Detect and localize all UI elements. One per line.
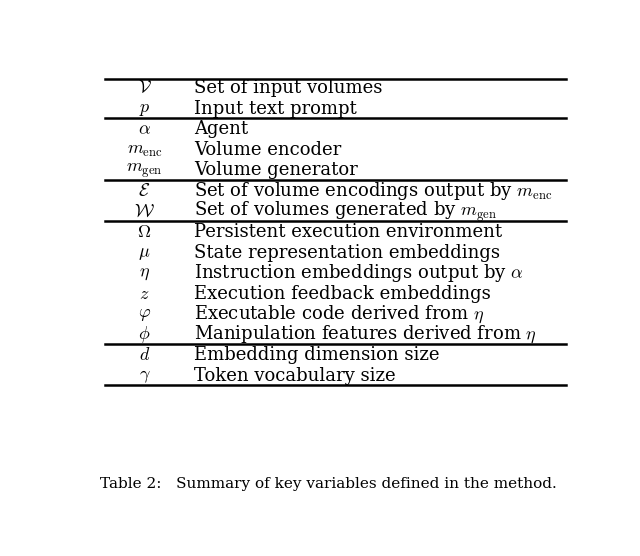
Text: $\mathcal{E}$: $\mathcal{E}$ <box>138 182 150 200</box>
Text: $\varphi$: $\varphi$ <box>138 305 151 323</box>
Text: Instruction embeddings output by $\alpha$: Instruction embeddings output by $\alpha… <box>194 262 524 284</box>
Text: Token vocabulary size: Token vocabulary size <box>194 367 396 385</box>
Text: Table 2:   Summary of key variables defined in the method.: Table 2: Summary of key variables define… <box>100 477 556 491</box>
Text: Executable code derived from $\eta$: Executable code derived from $\eta$ <box>194 304 484 325</box>
Text: Set of volume encodings output by $m_\mathrm{enc}$: Set of volume encodings output by $m_\ma… <box>194 180 552 202</box>
Text: $z$: $z$ <box>140 285 150 302</box>
Text: $\gamma$: $\gamma$ <box>139 367 150 385</box>
Text: Agent: Agent <box>194 120 248 138</box>
Text: $m_\mathrm{gen}$: $m_\mathrm{gen}$ <box>126 161 163 180</box>
Text: $p$: $p$ <box>139 100 150 118</box>
Text: $d$: $d$ <box>139 346 150 364</box>
Text: $\alpha$: $\alpha$ <box>138 120 151 138</box>
Text: Input text prompt: Input text prompt <box>194 100 357 118</box>
Text: Set of input volumes: Set of input volumes <box>194 79 383 97</box>
Text: Volume encoder: Volume encoder <box>194 141 341 159</box>
Text: State representation embeddings: State representation embeddings <box>194 244 500 261</box>
Text: $\eta$: $\eta$ <box>139 264 150 282</box>
Text: $\mathcal{V}$: $\mathcal{V}$ <box>138 79 152 97</box>
Text: $\Omega$: $\Omega$ <box>138 223 152 241</box>
Text: $m_\mathrm{enc}$: $m_\mathrm{enc}$ <box>127 141 163 159</box>
Text: Volume generator: Volume generator <box>194 161 358 180</box>
Text: $\mu$: $\mu$ <box>138 244 150 261</box>
Text: Execution feedback embeddings: Execution feedback embeddings <box>194 285 491 302</box>
Text: Embedding dimension size: Embedding dimension size <box>194 346 440 364</box>
Text: Manipulation features derived from $\eta$: Manipulation features derived from $\eta… <box>194 324 537 345</box>
Text: Set of volumes generated by $m_\mathrm{gen}$: Set of volumes generated by $m_\mathrm{g… <box>194 199 497 224</box>
Text: $\phi$: $\phi$ <box>138 324 150 345</box>
Text: $\mathcal{W}$: $\mathcal{W}$ <box>134 202 155 220</box>
Text: Persistent execution environment: Persistent execution environment <box>194 223 502 241</box>
